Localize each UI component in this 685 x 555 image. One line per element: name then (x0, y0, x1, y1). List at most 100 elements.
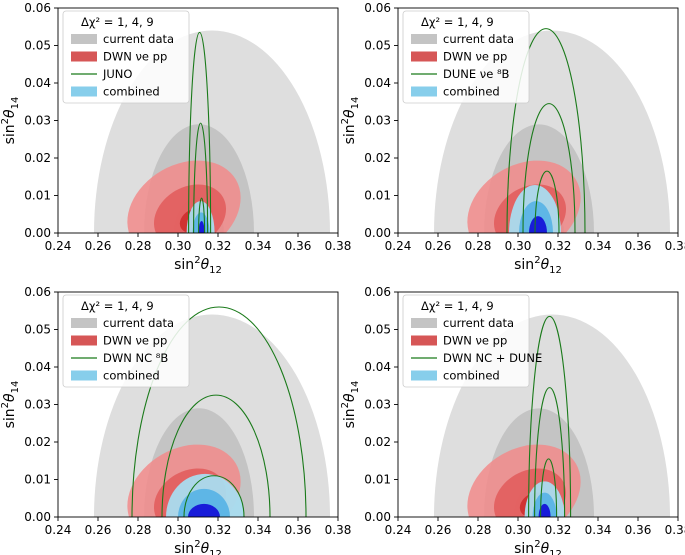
legend-entry-4: combined (443, 85, 500, 99)
y-axis-title: sin2θ14 (340, 381, 361, 429)
y-tick-label: 0.05 (364, 323, 391, 337)
x-axis-title-base: sin (174, 257, 194, 273)
legend-swatch-2 (411, 51, 437, 62)
x-axis-title-sup: 2 (194, 539, 200, 550)
legend-entry-3: DWN NC + DUNE (443, 351, 542, 365)
y-tick-label: 0.03 (364, 398, 391, 412)
experiment-contour-line-3 (540, 458, 558, 517)
panel-bottom-left: 0.24 0.26 0.28 0.30 0.32 0.34 0.36 0.38 0.00 0.01… (0, 285, 351, 555)
x-axis-title-base: sin (514, 257, 534, 273)
y-tick-label: 0.05 (24, 323, 51, 337)
legend-entry-1: current data (103, 316, 174, 330)
x-axis-title-sym: θ (201, 257, 210, 273)
legend-header: Δχ² = 1, 4, 9 (421, 299, 494, 313)
legend-swatch-4 (411, 86, 437, 97)
experiment-contour-line-2 (193, 122, 209, 233)
legend-entry-1: current data (103, 32, 174, 46)
y-tick-label: 0.00 (24, 226, 51, 240)
legend-swatch-2 (71, 51, 97, 62)
y-axis-title-sup: 2 (340, 118, 351, 124)
x-axis-title: sin2θ12 (174, 255, 222, 276)
y-axis-title-sup: 2 (340, 402, 351, 408)
y-axis-title-sup: 2 (0, 402, 11, 408)
y-tick-label: 0.01 (24, 189, 51, 203)
x-tick-label: 0.34 (245, 239, 272, 253)
y-tick-label: 0.04 (364, 360, 391, 374)
experiment-contour-line-1 (506, 28, 586, 233)
y-tick-label: 0.02 (364, 151, 391, 165)
y-tick-label: 0.06 (364, 1, 391, 15)
x-tick-label: 0.30 (165, 523, 192, 537)
y-axis-title: sin2θ14 (0, 381, 21, 429)
plot-area (94, 30, 330, 233)
y-tick-label: 0.00 (24, 510, 51, 524)
x-axis-title: sin2θ12 (514, 539, 562, 555)
combined-contour-3 (198, 221, 205, 233)
x-axis-title-sym: θ (541, 541, 550, 555)
legend-entry-3: DWN NC ⁸B (103, 351, 168, 365)
x-axis-title-sub: 12 (549, 265, 562, 276)
legend-entry-1: current data (443, 316, 514, 330)
legend-header: Δχ² = 1, 4, 9 (81, 299, 154, 313)
x-tick-label: 0.36 (285, 523, 312, 537)
x-tick-label: 0.38 (325, 523, 352, 537)
x-tick-label: 0.34 (245, 523, 272, 537)
y-tick-label: 0.03 (24, 398, 51, 412)
y-tick-label: 0.00 (364, 510, 391, 524)
legend-swatch-4 (411, 370, 437, 381)
x-tick-label: 0.24 (45, 239, 72, 253)
x-tick-label: 0.26 (85, 239, 112, 253)
y-tick-label: 0.02 (364, 435, 391, 449)
y-axis-title-sym: θ (342, 109, 358, 118)
x-axis-title-sym: θ (541, 257, 550, 273)
legend-entry-2: DWN νe pp (103, 334, 167, 348)
y-axis-title-base: sin (2, 124, 18, 144)
x-tick-label: 0.30 (165, 239, 192, 253)
y-tick-label: 0.01 (364, 189, 391, 203)
experiment-contour-line-2 (161, 394, 271, 517)
legend-swatch-1 (71, 34, 97, 44)
panel-top-left: 0.24 0.26 0.28 0.30 0.32 0.34 0.36 0.38 0.00 0.01… (0, 1, 351, 276)
legend-entry-3: DUNE νe ⁸B (443, 67, 510, 81)
combined-contour-3 (538, 503, 551, 517)
y-axis-title-sub: 14 (10, 381, 21, 394)
y-axis-title-base: sin (342, 124, 358, 144)
y-tick-label: 0.03 (364, 114, 391, 128)
x-tick-label: 0.32 (205, 523, 232, 537)
x-tick-label: 0.34 (585, 239, 612, 253)
x-axis-title-base: sin (174, 541, 194, 555)
y-tick-label: 0.02 (24, 435, 51, 449)
x-axis-title-sym: θ (201, 541, 210, 555)
legend-header: Δχ² = 1, 4, 9 (421, 15, 494, 29)
legend-entry-2: DWN νe pp (443, 334, 507, 348)
y-axis-title-sub: 14 (350, 381, 361, 394)
y-tick-label: 0.00 (364, 226, 391, 240)
y-axis-title-sym: θ (342, 393, 358, 402)
x-tick-label: 0.32 (205, 239, 232, 253)
panel-top-right: 0.24 0.26 0.28 0.30 0.32 0.34 0.36 0.38 0.00 0.01… (340, 1, 685, 276)
y-axis-title-sub: 14 (10, 97, 21, 110)
x-axis-title-sup: 2 (194, 255, 200, 266)
x-axis-title: sin2θ12 (514, 255, 562, 276)
y-tick-label: 0.04 (24, 360, 51, 374)
y-tick-label: 0.01 (24, 473, 51, 487)
x-tick-label: 0.28 (125, 523, 152, 537)
x-tick-label: 0.36 (625, 523, 652, 537)
x-tick-label: 0.26 (425, 239, 452, 253)
x-axis-title: sin2θ12 (174, 539, 222, 555)
x-tick-label: 0.28 (125, 239, 152, 253)
x-axis-title-sub: 12 (209, 549, 222, 555)
legend-entry-1: current data (443, 32, 514, 46)
y-axis-title-sup: 2 (0, 118, 11, 124)
y-tick-label: 0.02 (24, 151, 51, 165)
legend-swatch-2 (71, 335, 97, 346)
y-tick-label: 0.06 (364, 285, 391, 299)
y-tick-label: 0.04 (364, 76, 391, 90)
x-tick-label: 0.24 (45, 523, 72, 537)
legend: Δχ² = 1, 4, 9 current data DWN νe pp DWN NC… (402, 294, 542, 388)
y-tick-label: 0.06 (24, 285, 51, 299)
combined-contour-3 (529, 216, 547, 233)
experiment-contour-line-2 (534, 387, 566, 517)
x-axis-title-sub: 12 (209, 265, 222, 276)
